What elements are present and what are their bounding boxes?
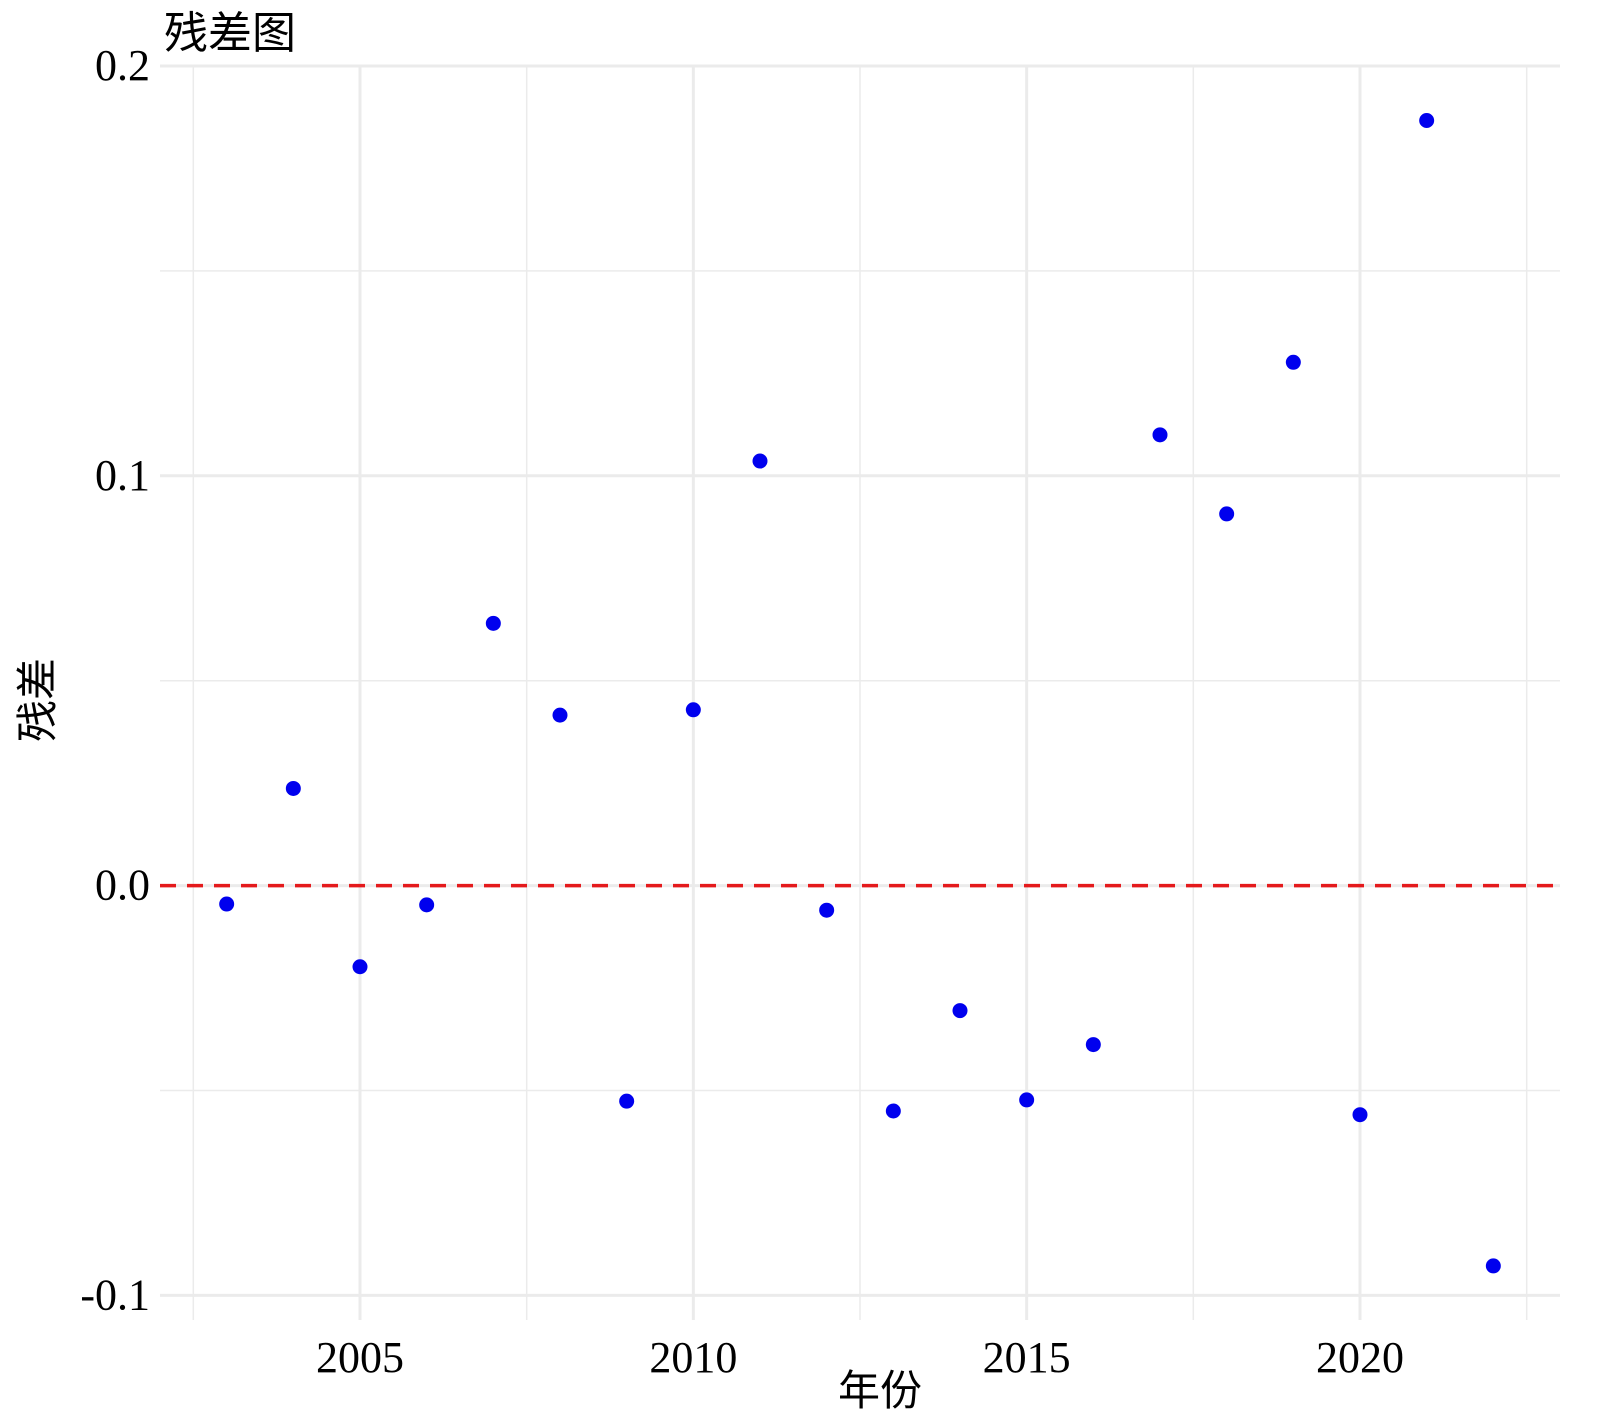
data-point: [1485, 1258, 1501, 1274]
y-tick-label: -0.1: [80, 1270, 150, 1319]
data-point: [485, 615, 501, 631]
data-point: [1019, 1092, 1035, 1108]
data-point: [552, 707, 568, 723]
x-tick-label: 2010: [649, 1333, 737, 1382]
grid-lines: [160, 64, 1560, 1320]
x-tick-labels: 2005 2010 2015 2020: [316, 1333, 1404, 1382]
y-axis-title: 残差: [13, 658, 62, 742]
data-point: [1352, 1107, 1368, 1123]
data-point: [619, 1093, 635, 1109]
x-tick-label: 2020: [1316, 1333, 1404, 1382]
data-point: [885, 1103, 901, 1119]
x-axis-title: 年份: [838, 1366, 922, 1415]
data-point: [685, 702, 701, 718]
data-point: [285, 780, 301, 796]
data-point: [419, 897, 435, 913]
data-point: [1085, 1037, 1101, 1053]
data-points: [219, 113, 1501, 1274]
data-point: [1419, 113, 1435, 129]
chart-title: 残差图: [164, 8, 296, 59]
x-tick-label: 2005: [316, 1333, 404, 1382]
data-point: [219, 896, 235, 912]
y-tick-label: 0.1: [95, 451, 150, 500]
data-point: [352, 959, 368, 975]
y-tick-label: 0.0: [95, 861, 150, 910]
data-point: [819, 902, 835, 918]
y-tick-labels: -0.1 0.0 0.1 0.2: [80, 41, 150, 1319]
data-point: [1285, 354, 1301, 370]
data-point: [1219, 506, 1235, 522]
data-point: [1152, 427, 1168, 443]
data-point: [952, 1003, 968, 1019]
data-point: [752, 453, 768, 469]
y-tick-label: 0.2: [95, 41, 150, 90]
x-tick-label: 2015: [983, 1333, 1071, 1382]
